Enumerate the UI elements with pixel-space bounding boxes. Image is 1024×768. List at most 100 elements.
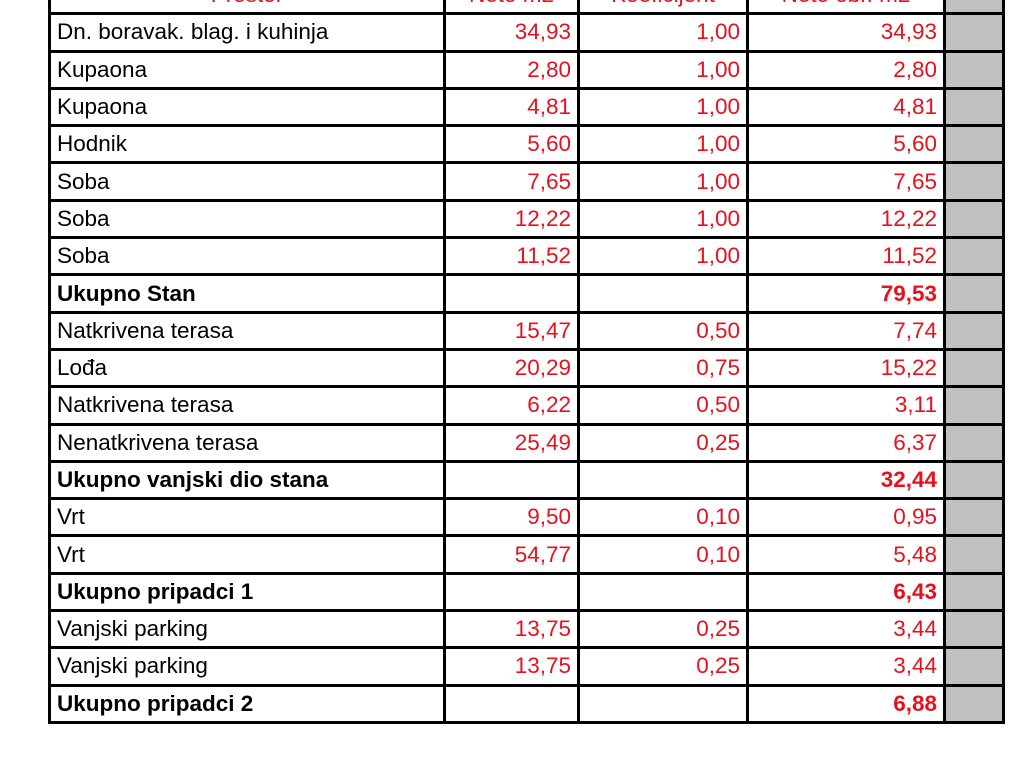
room-name-cell: Kupaona xyxy=(48,49,446,90)
neto-obr-cell: 4,81 xyxy=(746,86,946,128)
koeficijent-cell: 1,00 xyxy=(577,12,749,53)
table-row: Vrt 9,50 0,10 0,95 xyxy=(48,497,1005,538)
neto-obr-cell: 5,48 xyxy=(746,534,946,575)
neto-obr-cell: 3,44 xyxy=(746,646,946,687)
koeficijent-cell: 0,10 xyxy=(577,497,749,538)
koeficijent-cell: 0,25 xyxy=(577,646,749,687)
header-row: Prostor Neto m2 Koeficijent Neto obr. m2 xyxy=(48,0,1005,16)
gray-cell xyxy=(943,12,1005,53)
neto-cell: 34,93 xyxy=(443,12,580,53)
total-row: Ukupno vanjski dio stana 32,44 xyxy=(48,459,1005,501)
room-name-cell: Vrt xyxy=(48,497,446,538)
neto-cell: 12,22 xyxy=(443,198,580,240)
table-row: Nenatkrivena terasa 25,49 0,25 6,37 xyxy=(48,422,1005,463)
koeficijent-cell: 1,00 xyxy=(577,86,749,128)
koeficijent-cell xyxy=(577,459,749,501)
gray-cell xyxy=(943,497,1005,538)
koeficijent-cell xyxy=(577,683,749,724)
gray-cell xyxy=(943,198,1005,240)
koeficijent-cell: 0,25 xyxy=(577,422,749,463)
neto-obr-cell: 12,22 xyxy=(746,198,946,240)
total-row: Ukupno pripadci 1 6,43 xyxy=(48,571,1005,613)
table-row: Natkrivena terasa 15,47 0,50 7,74 xyxy=(48,310,1005,351)
gray-cell xyxy=(943,310,1005,351)
room-name-cell: Dn. boravak. blag. i kuhinja xyxy=(48,12,446,53)
room-name-cell: Natkrivena terasa xyxy=(48,385,446,426)
gray-cell xyxy=(943,571,1005,613)
neto-cell xyxy=(443,683,580,724)
gray-cell xyxy=(943,124,1005,165)
neto-cell: 25,49 xyxy=(443,422,580,463)
neto-cell: 20,29 xyxy=(443,347,580,389)
neto-cell: 9,50 xyxy=(443,497,580,538)
gray-cell xyxy=(943,683,1005,724)
neto-obr-cell: 11,52 xyxy=(746,236,946,277)
gray-cell xyxy=(943,236,1005,277)
gray-cell xyxy=(943,534,1005,575)
neto-obr-cell: 5,60 xyxy=(746,124,946,165)
table-row: Kupaona 2,80 1,00 2,80 xyxy=(48,49,1005,90)
koeficijent-cell: 1,00 xyxy=(577,49,749,90)
neto-cell: 54,77 xyxy=(443,534,580,575)
neto-obr-cell: 79,53 xyxy=(746,273,946,314)
room-name-cell: Vanjski parking xyxy=(48,646,446,687)
room-name-cell: Ukupno vanjski dio stana xyxy=(48,459,446,501)
table-row: Vanjski parking 13,75 0,25 3,44 xyxy=(48,609,1005,650)
header-neto-obr-m2: Neto obr. m2 xyxy=(746,0,946,16)
room-name-cell: Ukupno Stan xyxy=(48,273,446,314)
neto-obr-cell: 3,11 xyxy=(746,385,946,426)
room-name-cell: Soba xyxy=(48,198,446,240)
header-prostor: Prostor xyxy=(48,0,446,16)
gray-cell xyxy=(943,273,1005,314)
neto-obr-cell: 7,74 xyxy=(746,310,946,351)
gray-cell xyxy=(943,347,1005,389)
neto-obr-cell: 6,88 xyxy=(746,683,946,724)
neto-cell xyxy=(443,571,580,613)
neto-cell: 15,47 xyxy=(443,310,580,351)
total-row: Ukupno pripadci 2 6,88 xyxy=(48,683,1005,724)
koeficijent-cell xyxy=(577,571,749,613)
neto-cell: 13,75 xyxy=(443,609,580,650)
neto-obr-cell: 32,44 xyxy=(746,459,946,501)
neto-cell: 2,80 xyxy=(443,49,580,90)
koeficijent-cell: 1,00 xyxy=(577,198,749,240)
gray-cell xyxy=(943,0,1005,16)
neto-obr-cell: 6,43 xyxy=(746,571,946,613)
neto-obr-cell: 6,37 xyxy=(746,422,946,463)
neto-cell: 11,52 xyxy=(443,236,580,277)
koeficijent-cell: 0,10 xyxy=(577,534,749,575)
gray-cell xyxy=(943,422,1005,463)
table-row: Vrt 54,77 0,10 5,48 xyxy=(48,534,1005,575)
table-row: Hodnik 5,60 1,00 5,60 xyxy=(48,124,1005,165)
room-name-cell: Vanjski parking xyxy=(48,609,446,650)
room-name-cell: Soba xyxy=(48,161,446,202)
koeficijent-cell: 0,75 xyxy=(577,347,749,389)
neto-obr-cell: 15,22 xyxy=(746,347,946,389)
table-row: Dn. boravak. blag. i kuhinja 34,93 1,00 34,… xyxy=(48,12,1005,53)
table-row: Lođa 20,29 0,75 15,22 xyxy=(48,347,1005,389)
neto-cell: 5,60 xyxy=(443,124,580,165)
gray-cell xyxy=(943,459,1005,501)
neto-obr-cell: 7,65 xyxy=(746,161,946,202)
neto-cell xyxy=(443,273,580,314)
neto-cell: 6,22 xyxy=(443,385,580,426)
neto-obr-cell: 34,93 xyxy=(746,12,946,53)
table-row: Soba 7,65 1,00 7,65 xyxy=(48,161,1005,202)
area-table: Prostor Neto m2 Koeficijent Neto obr. m2… xyxy=(48,0,1005,724)
room-name-cell: Ukupno pripadci 1 xyxy=(48,571,446,613)
room-name-cell: Vrt xyxy=(48,534,446,575)
koeficijent-cell: 0,50 xyxy=(577,385,749,426)
gray-cell xyxy=(943,86,1005,128)
table-row: Kupaona 4,81 1,00 4,81 xyxy=(48,86,1005,128)
room-name-cell: Natkrivena terasa xyxy=(48,310,446,351)
koeficijent-cell: 1,00 xyxy=(577,161,749,202)
room-name-cell: Soba xyxy=(48,236,446,277)
header-koeficijent: Koeficijent xyxy=(577,0,749,16)
neto-cell: 13,75 xyxy=(443,646,580,687)
table-row: Soba 12,22 1,00 12,22 xyxy=(48,198,1005,240)
gray-cell xyxy=(943,646,1005,687)
room-name-cell: Ukupno pripadci 2 xyxy=(48,683,446,724)
koeficijent-cell: 1,00 xyxy=(577,236,749,277)
table-row: Vanjski parking 13,75 0,25 3,44 xyxy=(48,646,1005,687)
koeficijent-cell: 1,00 xyxy=(577,124,749,165)
